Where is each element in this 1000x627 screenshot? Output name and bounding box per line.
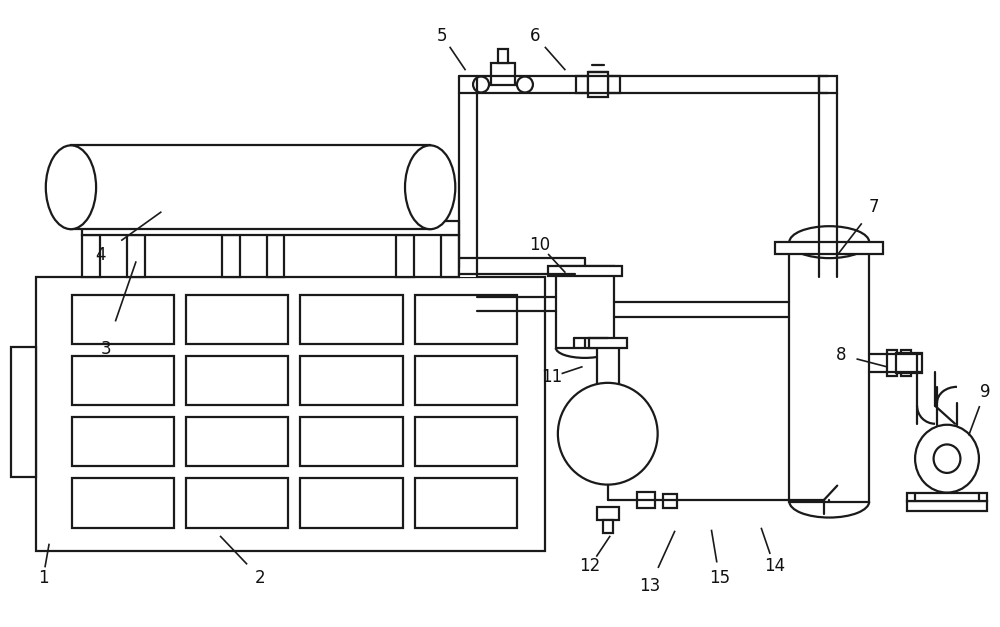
- Ellipse shape: [46, 145, 96, 229]
- Bar: [300, 295, 403, 344]
- Text: 9: 9: [980, 383, 990, 401]
- Bar: [789, 242, 869, 502]
- Text: 8: 8: [836, 346, 846, 364]
- Bar: [72, 478, 174, 527]
- Bar: [11, 347, 36, 477]
- Bar: [82, 235, 100, 277]
- Bar: [907, 493, 987, 500]
- Bar: [603, 520, 613, 532]
- Text: 10: 10: [529, 236, 550, 254]
- Bar: [663, 493, 677, 508]
- Bar: [608, 75, 620, 93]
- Bar: [459, 268, 477, 277]
- Bar: [415, 478, 517, 527]
- Ellipse shape: [558, 383, 658, 485]
- Ellipse shape: [915, 424, 979, 493]
- Bar: [415, 295, 517, 344]
- Bar: [127, 235, 145, 277]
- Ellipse shape: [405, 145, 455, 229]
- Text: 2: 2: [255, 569, 266, 587]
- Bar: [71, 145, 430, 229]
- Bar: [222, 235, 240, 277]
- Bar: [186, 295, 288, 344]
- Text: 15: 15: [709, 569, 730, 587]
- Bar: [72, 356, 174, 405]
- Text: 3: 3: [101, 340, 111, 358]
- Bar: [300, 356, 403, 405]
- Bar: [597, 340, 619, 395]
- Text: 13: 13: [639, 577, 660, 596]
- Bar: [887, 350, 897, 376]
- Bar: [896, 353, 922, 373]
- Ellipse shape: [517, 76, 533, 93]
- Text: 14: 14: [764, 557, 785, 576]
- Bar: [82, 221, 459, 235]
- Bar: [441, 235, 459, 277]
- Bar: [491, 63, 515, 85]
- Text: 11: 11: [541, 368, 563, 386]
- Ellipse shape: [934, 445, 960, 473]
- Bar: [72, 418, 174, 466]
- Bar: [186, 356, 288, 405]
- Bar: [907, 500, 987, 510]
- Bar: [576, 75, 588, 93]
- Bar: [498, 48, 508, 63]
- Bar: [415, 356, 517, 405]
- Text: 5: 5: [437, 26, 447, 45]
- Bar: [36, 277, 545, 552]
- Bar: [597, 507, 619, 520]
- Bar: [588, 71, 608, 97]
- Text: 4: 4: [96, 246, 106, 264]
- Bar: [901, 350, 911, 376]
- Text: 12: 12: [579, 557, 600, 576]
- Text: 6: 6: [530, 26, 540, 45]
- Bar: [637, 492, 655, 508]
- Bar: [72, 295, 174, 344]
- Bar: [415, 418, 517, 466]
- Bar: [300, 478, 403, 527]
- Bar: [396, 235, 414, 277]
- Bar: [589, 338, 627, 348]
- Text: 7: 7: [869, 198, 879, 216]
- Bar: [819, 75, 837, 93]
- Bar: [917, 406, 935, 424]
- Bar: [300, 418, 403, 466]
- Bar: [775, 242, 883, 254]
- Bar: [186, 418, 288, 466]
- Bar: [548, 266, 622, 276]
- Text: 1: 1: [38, 569, 48, 587]
- Bar: [186, 478, 288, 527]
- Bar: [267, 235, 284, 277]
- Ellipse shape: [473, 76, 489, 93]
- Bar: [556, 266, 614, 348]
- Ellipse shape: [789, 226, 869, 258]
